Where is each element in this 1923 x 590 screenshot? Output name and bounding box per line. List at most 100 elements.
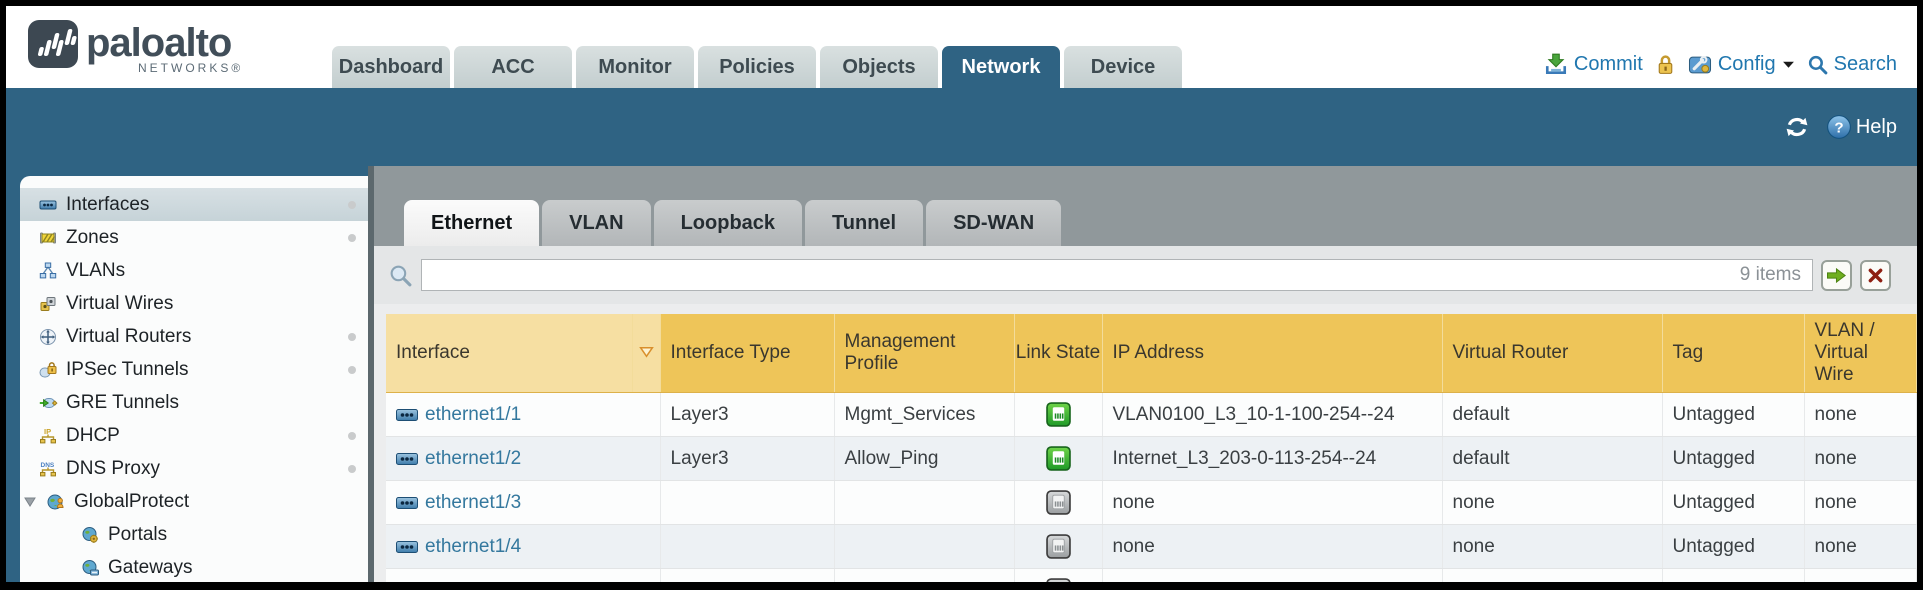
virtual-routers-icon xyxy=(38,328,58,346)
sidebar-item-gateways[interactable]: Gateways xyxy=(20,551,368,582)
expand-triangle-icon[interactable] xyxy=(24,497,36,507)
table-row[interactable]: ethernet1/4 none none Untagged none xyxy=(386,524,1917,569)
sidebar-item-label: Interfaces xyxy=(66,193,150,215)
tab-objects[interactable]: Objects xyxy=(820,46,938,88)
tab-network[interactable]: Network xyxy=(942,46,1060,88)
col-interface-type[interactable]: Interface Type xyxy=(660,314,835,393)
subtab-sdwan[interactable]: SD-WAN xyxy=(926,200,1062,246)
sidebar-item-label: Virtual Wires xyxy=(66,292,174,314)
interface-link[interactable]: ethernet1/2 xyxy=(425,447,522,469)
sidebar-dot xyxy=(348,365,356,374)
tab-acc[interactable]: ACC xyxy=(454,46,572,88)
svg-text:paloalto: paloalto xyxy=(86,21,231,65)
sidebar-dot xyxy=(348,200,356,209)
gre-tunnels-icon xyxy=(38,394,58,412)
sidebar-item-globalprotect[interactable]: GlobalProtect xyxy=(20,485,368,518)
help-button[interactable]: ? Help xyxy=(1826,114,1897,140)
col-interface-sort-button[interactable] xyxy=(631,314,661,393)
tab-monitor[interactable]: Monitor xyxy=(576,46,694,88)
lock-icon[interactable] xyxy=(1655,53,1676,76)
col-ip-address[interactable]: IP Address xyxy=(1102,314,1443,393)
sub-banner: ? Help xyxy=(6,88,1917,166)
sidebar-item-label: Zones xyxy=(66,226,119,248)
utility-bar: Commit Config xyxy=(1544,52,1897,76)
cell-management-profile: Allow_Ping xyxy=(834,436,1015,481)
subtab-tunnel[interactable]: Tunnel xyxy=(805,200,924,246)
col-link-state[interactable]: Link State xyxy=(1014,314,1103,393)
sidebar-item-label: Virtual Routers xyxy=(66,325,192,347)
green-arrow-icon xyxy=(1827,267,1846,283)
cell-interface-type xyxy=(660,524,835,569)
table-row[interactable]: ethernet1/3 none none Untagged none xyxy=(386,480,1917,525)
interface-type-tabs: Ethernet VLAN Loopback Tunnel SD-WAN xyxy=(374,166,1917,246)
virtual-wires-icon xyxy=(38,295,58,313)
interface-link[interactable]: ethernet1/4 xyxy=(425,535,522,557)
cell-vlan-virtual-wire: none xyxy=(1804,436,1917,481)
filter-toolbar: 9 items xyxy=(374,246,1917,304)
cell-tag: Untagged xyxy=(1662,392,1805,437)
dhcp-icon: IP xyxy=(38,427,58,445)
sidebar-item-virtual-routers[interactable]: Virtual Routers xyxy=(20,320,368,353)
ethernet-port-icon xyxy=(396,496,418,509)
network-sidebar: Interfaces Zones VLANs xyxy=(20,176,368,582)
cell-tag: Untagged xyxy=(1662,524,1805,569)
col-virtual-router[interactable]: Virtual Router xyxy=(1442,314,1663,393)
col-interface[interactable]: Interface xyxy=(386,314,633,393)
interface-link[interactable]: ethernet1/3 xyxy=(425,491,522,513)
globalprotect-icon xyxy=(46,493,66,511)
ethernet-port-icon xyxy=(396,540,418,553)
sidebar-item-dhcp[interactable]: IP DHCP xyxy=(20,419,368,452)
sidebar-item-gre-tunnels[interactable]: GRE Tunnels xyxy=(20,386,368,419)
sidebar-item-zones[interactable]: Zones xyxy=(20,221,368,254)
col-vlan-virtual-wire[interactable]: VLAN / Virtual Wire xyxy=(1804,314,1917,393)
subtab-ethernet[interactable]: Ethernet xyxy=(404,200,540,246)
col-management-profile[interactable]: Management Profile xyxy=(834,314,1015,393)
sidebar-item-label: IPSec Tunnels xyxy=(66,358,189,380)
config-menu[interactable]: Config xyxy=(1688,53,1795,76)
sidebar-item-vlans[interactable]: VLANs xyxy=(20,254,368,287)
dns-proxy-icon: DNS xyxy=(38,460,58,478)
clear-filter-button[interactable] xyxy=(1860,259,1891,291)
sidebar-item-label: Portals xyxy=(108,523,168,545)
sort-dropdown-icon xyxy=(638,346,654,358)
subtab-loopback[interactable]: Loopback xyxy=(653,200,803,246)
sidebar-item-label: GRE Tunnels xyxy=(66,391,179,413)
apply-filter-button[interactable] xyxy=(1821,259,1852,291)
paloalto-logo: paloalto NETWORKS® xyxy=(28,14,258,76)
sidebar-splitter[interactable] xyxy=(368,166,374,582)
top-header: paloalto NETWORKS® Dashboard ACC Monitor… xyxy=(6,6,1917,88)
tab-dashboard[interactable]: Dashboard xyxy=(332,46,450,88)
table-row[interactable]: ethernet1/2 Layer3 Allow_Ping Internet_L… xyxy=(386,436,1917,481)
paloalto-logo-icon: paloalto NETWORKS® xyxy=(28,20,240,75)
config-label: Config xyxy=(1717,52,1776,75)
table-row[interactable]: ethernet1/5 none none Untagged none xyxy=(386,568,1917,583)
help-icon: ? xyxy=(1826,115,1851,139)
items-count: 9 items xyxy=(1739,264,1801,285)
tab-device[interactable]: Device xyxy=(1064,46,1182,88)
cell-virtual-router: none xyxy=(1442,480,1663,525)
cell-ip-address: none xyxy=(1102,568,1443,582)
sidebar-item-ipsec-tunnels[interactable]: IPSec Tunnels xyxy=(20,353,368,386)
interface-link[interactable]: ethernet1/5 xyxy=(425,580,521,583)
cell-interface-type: Layer3 xyxy=(660,436,835,481)
col-tag[interactable]: Tag xyxy=(1662,314,1805,393)
gateways-icon xyxy=(80,559,100,577)
cell-tag: Untagged xyxy=(1662,480,1805,525)
sidebar-item-dns-proxy[interactable]: DNS DNS Proxy xyxy=(20,452,368,485)
filter-input[interactable] xyxy=(421,259,1813,291)
search-menu[interactable]: Search xyxy=(1807,53,1897,76)
sidebar-item-interfaces[interactable]: Interfaces xyxy=(20,188,368,221)
sidebar-item-virtual-wires[interactable]: Virtual Wires xyxy=(20,287,368,320)
tab-policies[interactable]: Policies xyxy=(698,46,816,88)
table-row[interactable]: ethernet1/1 Layer3 Mgmt_Services VLAN010… xyxy=(386,392,1917,437)
sidebar-item-portals[interactable]: Portals xyxy=(20,518,368,551)
refresh-icon[interactable] xyxy=(1784,115,1810,139)
cell-vlan-virtual-wire: none xyxy=(1804,524,1917,569)
cell-virtual-router: none xyxy=(1442,568,1663,582)
interface-link[interactable]: ethernet1/1 xyxy=(425,403,522,425)
commit-button[interactable]: Commit xyxy=(1544,52,1643,76)
subtab-vlan[interactable]: VLAN xyxy=(542,200,651,246)
filter-search-icon xyxy=(390,265,412,286)
zones-icon xyxy=(38,229,58,247)
